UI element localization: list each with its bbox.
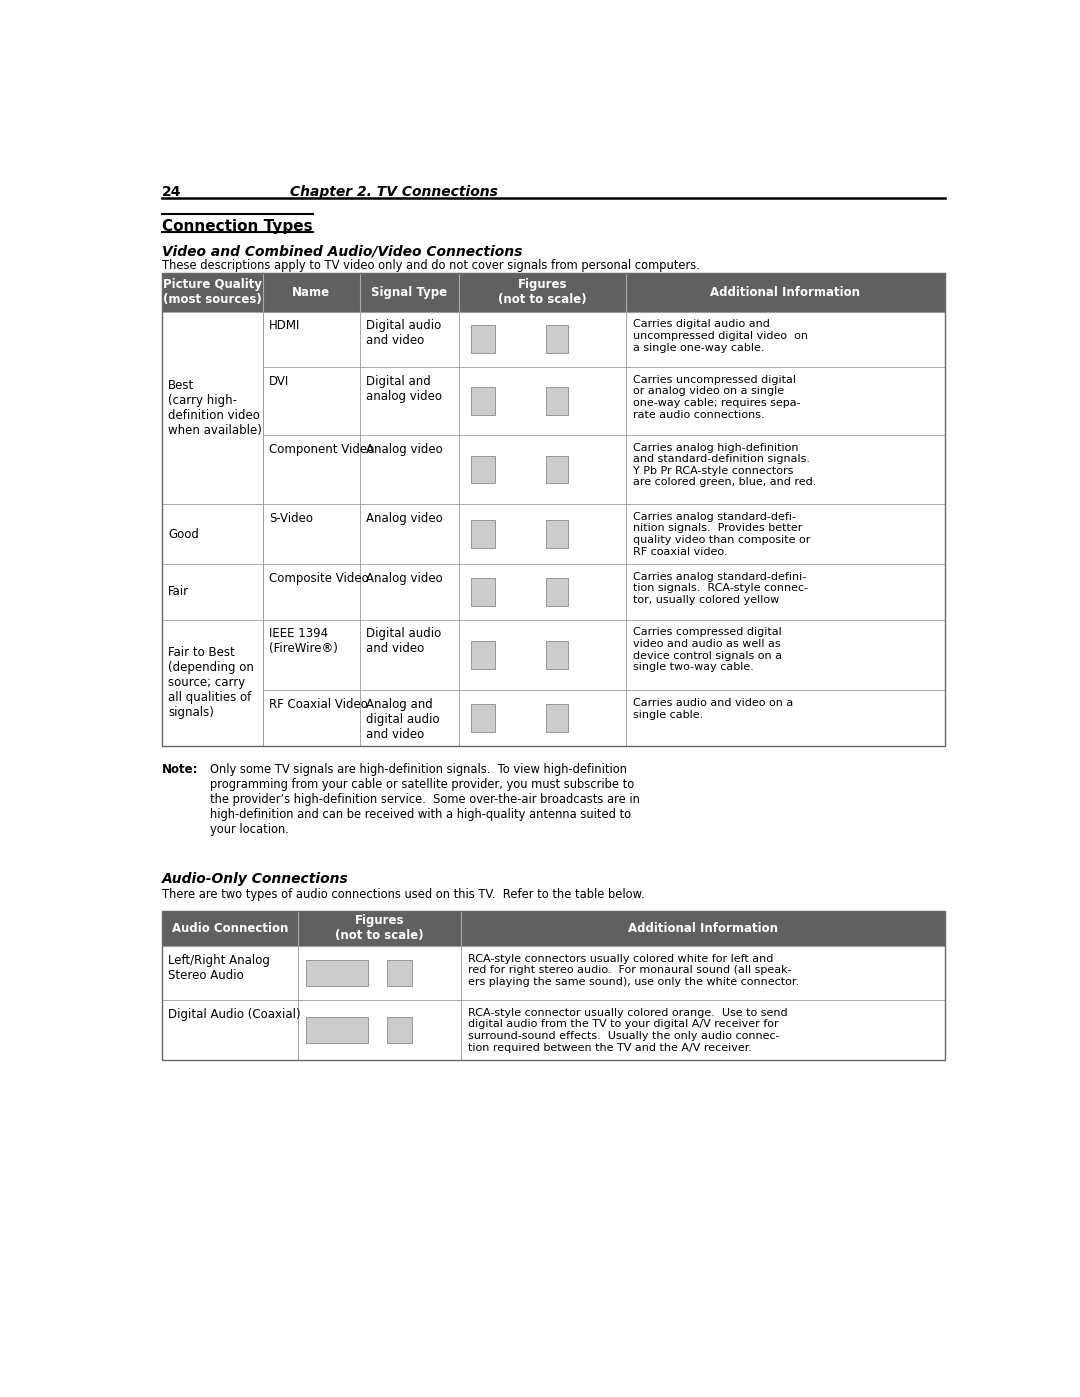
Text: 24: 24 — [162, 184, 181, 198]
Text: Picture Quality
(most sources): Picture Quality (most sources) — [163, 278, 262, 306]
Text: Carries uncompressed digital
or analog video on a single
one-way cable; requires: Carries uncompressed digital or analog v… — [633, 374, 801, 419]
Text: Analog video: Analog video — [366, 511, 443, 525]
FancyBboxPatch shape — [162, 312, 262, 504]
Text: Audio-Only Connections: Audio-Only Connections — [162, 872, 349, 886]
FancyBboxPatch shape — [545, 387, 568, 415]
Text: Carries compressed digital
video and audio as well as
device control signals on : Carries compressed digital video and aud… — [633, 627, 782, 672]
FancyBboxPatch shape — [545, 455, 568, 483]
FancyBboxPatch shape — [545, 704, 568, 732]
FancyBboxPatch shape — [471, 387, 495, 415]
FancyBboxPatch shape — [162, 504, 945, 564]
FancyBboxPatch shape — [162, 434, 945, 504]
FancyBboxPatch shape — [162, 564, 945, 620]
Text: Fair to Best
(depending on
source; carry
all qualities of
signals): Fair to Best (depending on source; carry… — [168, 647, 254, 719]
FancyBboxPatch shape — [162, 1000, 945, 1060]
FancyBboxPatch shape — [162, 367, 945, 434]
Text: Component Video: Component Video — [269, 443, 375, 455]
FancyBboxPatch shape — [388, 1017, 413, 1044]
FancyBboxPatch shape — [162, 504, 262, 564]
Text: Carries analog high-definition
and standard-definition signals.
Y Pb Pr RCA-styl: Carries analog high-definition and stand… — [633, 443, 816, 488]
Text: Signal Type: Signal Type — [372, 286, 447, 299]
Text: Carries audio and video on a
single cable.: Carries audio and video on a single cabl… — [633, 698, 794, 719]
Text: Name: Name — [293, 286, 330, 299]
Text: Audio Connection: Audio Connection — [172, 922, 288, 935]
FancyBboxPatch shape — [545, 326, 568, 353]
Text: RCA-style connector usually colored orange.  Use to send
digital audio from the : RCA-style connector usually colored oran… — [469, 1007, 788, 1052]
Text: Best
(carry high-
definition video
when available): Best (carry high- definition video when … — [168, 379, 262, 437]
Text: Fair: Fair — [168, 585, 189, 598]
Text: Good: Good — [168, 528, 199, 541]
FancyBboxPatch shape — [545, 578, 568, 606]
Text: Chapter 2. TV Connections: Chapter 2. TV Connections — [291, 184, 498, 198]
FancyBboxPatch shape — [162, 564, 262, 620]
FancyBboxPatch shape — [162, 911, 945, 946]
Text: Figures
(not to scale): Figures (not to scale) — [498, 278, 586, 306]
FancyBboxPatch shape — [471, 704, 495, 732]
Text: Note:: Note: — [162, 763, 199, 775]
Text: Analog video: Analog video — [366, 443, 443, 455]
Text: There are two types of audio connections used on this TV.  Refer to the table be: There are two types of audio connections… — [162, 887, 645, 901]
Text: Carries analog standard-defi-
nition signals.  Provides better
quality video tha: Carries analog standard-defi- nition sig… — [633, 511, 811, 556]
Text: RF Coaxial Video: RF Coaxial Video — [269, 698, 368, 711]
Text: S-Video: S-Video — [269, 511, 313, 525]
Text: Left/Right Analog
Stereo Audio: Left/Right Analog Stereo Audio — [168, 954, 270, 982]
FancyBboxPatch shape — [471, 641, 495, 669]
Text: Analog video: Analog video — [366, 571, 443, 585]
FancyBboxPatch shape — [545, 641, 568, 669]
FancyBboxPatch shape — [545, 520, 568, 548]
FancyBboxPatch shape — [306, 1017, 367, 1044]
FancyBboxPatch shape — [471, 326, 495, 353]
Text: Carries analog standard-defini-
tion signals.  RCA-style connec-
tor, usually co: Carries analog standard-defini- tion sig… — [633, 571, 809, 605]
Text: DVI: DVI — [269, 374, 289, 388]
FancyBboxPatch shape — [162, 312, 945, 367]
FancyBboxPatch shape — [471, 520, 495, 548]
Text: Figures
(not to scale): Figures (not to scale) — [335, 915, 423, 943]
Text: HDMI: HDMI — [269, 320, 300, 332]
FancyBboxPatch shape — [162, 274, 945, 312]
FancyBboxPatch shape — [306, 960, 367, 986]
Text: IEEE 1394
(FireWire®): IEEE 1394 (FireWire®) — [269, 627, 338, 655]
Text: Analog and
digital audio
and video: Analog and digital audio and video — [366, 698, 440, 742]
FancyBboxPatch shape — [162, 620, 262, 746]
Text: Only some TV signals are high-definition signals.  To view high-definition
progr: Only some TV signals are high-definition… — [211, 763, 640, 835]
Text: Carries digital audio and
uncompressed digital video  on
a single one-way cable.: Carries digital audio and uncompressed d… — [633, 320, 808, 352]
Text: Additional Information: Additional Information — [711, 286, 861, 299]
FancyBboxPatch shape — [471, 578, 495, 606]
Text: Connection Types: Connection Types — [162, 219, 313, 235]
Text: These descriptions apply to TV video only and do not cover signals from personal: These descriptions apply to TV video onl… — [162, 260, 700, 272]
Text: Additional Information: Additional Information — [627, 922, 778, 935]
FancyBboxPatch shape — [162, 946, 945, 1000]
Text: Digital Audio (Coaxial): Digital Audio (Coaxial) — [168, 1007, 301, 1021]
FancyBboxPatch shape — [162, 620, 945, 690]
Text: Video and Combined Audio/Video Connections: Video and Combined Audio/Video Connectio… — [162, 244, 523, 258]
FancyBboxPatch shape — [388, 960, 413, 986]
Text: Digital and
analog video: Digital and analog video — [366, 374, 442, 402]
FancyBboxPatch shape — [162, 690, 945, 746]
Text: Digital audio
and video: Digital audio and video — [366, 320, 442, 348]
Text: RCA-style connectors usually colored white for left and
red for right stereo aud: RCA-style connectors usually colored whi… — [469, 954, 799, 988]
Text: Composite Video: Composite Video — [269, 571, 369, 585]
FancyBboxPatch shape — [471, 455, 495, 483]
Text: Digital audio
and video: Digital audio and video — [366, 627, 442, 655]
